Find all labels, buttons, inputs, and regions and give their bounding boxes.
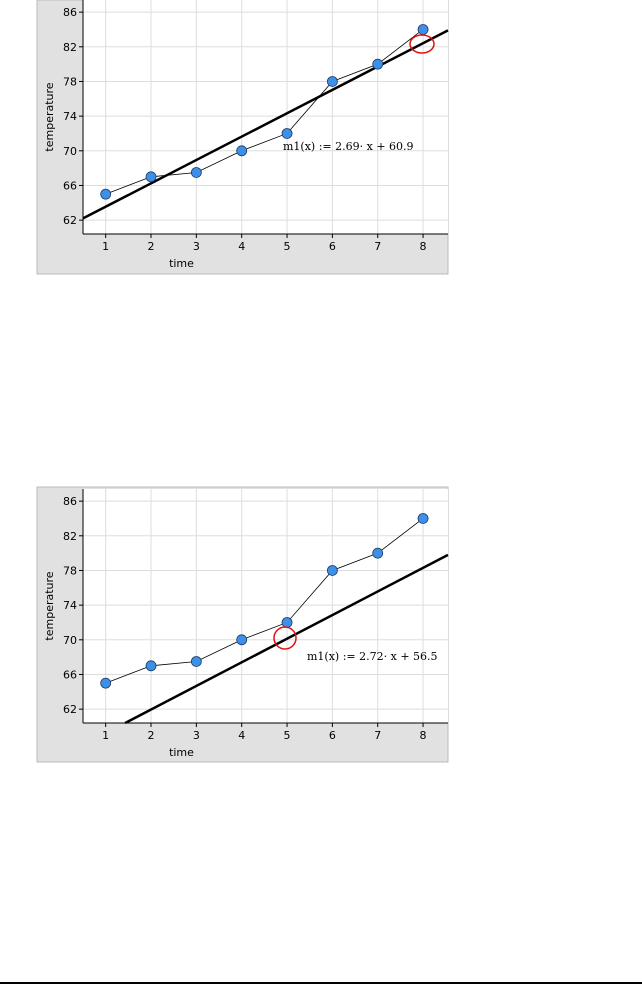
data-point <box>372 547 384 559</box>
x-tick-label: 5 <box>284 729 291 742</box>
plot-bg <box>83 489 448 723</box>
data-point <box>281 128 293 139</box>
y-tick-label: 82 <box>63 530 77 543</box>
y-tick-label: 62 <box>63 703 77 716</box>
y-tick-label: 82 <box>63 41 77 54</box>
x-tick-label: 3 <box>193 240 200 253</box>
data-point <box>100 677 112 689</box>
data-point <box>326 76 338 87</box>
data-point <box>417 513 429 524</box>
x-axis-label: time <box>169 746 194 759</box>
data-point <box>281 617 293 628</box>
plot-bg <box>83 0 448 234</box>
series-line <box>105 518 424 684</box>
x-tick-label: 4 <box>238 729 245 742</box>
data-point <box>190 167 202 178</box>
y-tick-label: 74 <box>63 110 77 123</box>
y-tick-label: 66 <box>63 179 77 192</box>
data-point <box>417 24 429 35</box>
data-point <box>100 188 112 200</box>
y-tick-label: 78 <box>63 564 77 577</box>
y-axis-label: temperature <box>43 571 56 640</box>
x-tick-label: 7 <box>374 240 381 253</box>
series-line <box>105 29 424 195</box>
x-tick-label: 3 <box>193 729 200 742</box>
fit-equation: m1(x) := 2.69· x + 60.9 <box>283 140 414 153</box>
data-point <box>326 565 338 576</box>
x-tick-label: 1 <box>102 240 109 253</box>
x-tick-label: 6 <box>329 240 336 253</box>
cursor-highlight <box>273 626 297 650</box>
y-tick-label: 66 <box>63 668 77 681</box>
x-tick-label: 8 <box>420 729 427 742</box>
x-tick-label: 7 <box>374 729 381 742</box>
y-tick-label: 86 <box>63 495 77 508</box>
fit-line <box>82 29 449 220</box>
x-tick-label: 5 <box>284 240 291 253</box>
data-point <box>236 145 248 157</box>
y-tick-label: 86 <box>63 6 77 19</box>
x-tick-label: 6 <box>329 729 336 742</box>
y-tick-label: 78 <box>63 75 77 88</box>
x-tick-label: 2 <box>148 729 155 742</box>
data-point <box>145 660 157 672</box>
y-tick-label: 70 <box>63 634 77 647</box>
y-tick-label: 70 <box>63 145 77 158</box>
data-point <box>145 171 157 183</box>
fit-equation: m1(x) := 2.72· x + 56.5 <box>307 650 438 663</box>
y-tick-label: 62 <box>63 214 77 227</box>
y-axis-label: temperature <box>43 82 56 151</box>
x-axis-label: time <box>169 257 194 270</box>
x-tick-label: 4 <box>238 240 245 253</box>
x-tick-label: 2 <box>148 240 155 253</box>
x-tick-label: 1 <box>102 729 109 742</box>
x-tick-label: 8 <box>420 240 427 253</box>
data-point <box>190 656 202 667</box>
fit-line <box>124 553 449 725</box>
y-tick-label: 74 <box>63 599 77 612</box>
cursor-highlight <box>409 34 435 54</box>
data-point <box>372 58 384 70</box>
data-point <box>236 634 248 646</box>
